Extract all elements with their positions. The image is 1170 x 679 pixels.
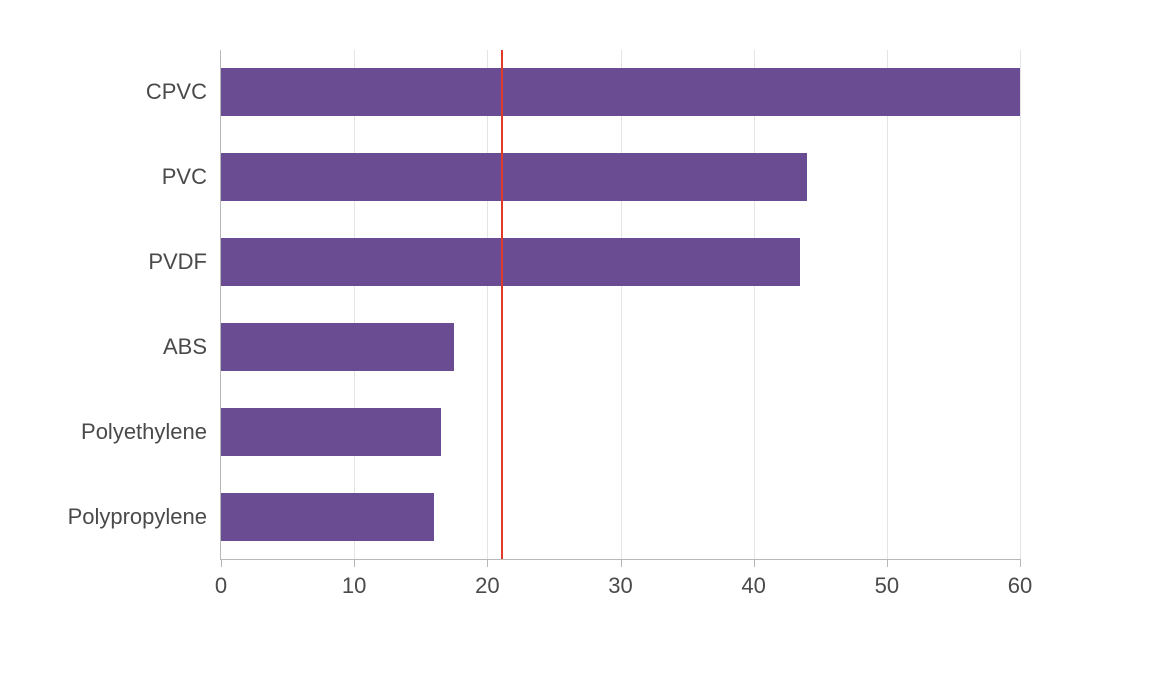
x-axis-label: 20 [475, 559, 499, 599]
gridline [754, 50, 755, 559]
y-axis-label: ABS [163, 334, 221, 360]
bar [221, 323, 454, 371]
x-axis-label: 30 [608, 559, 632, 599]
gridline [621, 50, 622, 559]
bar [221, 153, 807, 201]
x-axis-label: 50 [875, 559, 899, 599]
plot-area: 0102030405060CPVCPVCPVDFABSPolyethyleneP… [220, 50, 1020, 560]
bar [221, 68, 1020, 116]
y-axis-label: CPVC [146, 79, 221, 105]
bar [221, 408, 441, 456]
bar [221, 238, 800, 286]
gridline [1020, 50, 1021, 559]
y-axis-label: Polypropylene [68, 504, 221, 530]
bar [221, 493, 434, 541]
x-axis-label: 10 [342, 559, 366, 599]
gridline [354, 50, 355, 559]
bar-chart: 0 10 20 30 40 50 60 CPVC PVC PVDF ABS Polyethylene P… [60, 30, 1120, 650]
x-axis-label: 40 [741, 559, 765, 599]
y-axis-label: PVC [162, 164, 221, 190]
gridline [487, 50, 488, 559]
gridline [887, 50, 888, 559]
x-axis-label: 60 [1008, 559, 1032, 599]
x-axis-label: 0 [215, 559, 227, 599]
y-axis-label: Polyethylene [81, 419, 221, 445]
reference-line [501, 50, 503, 559]
y-axis-label: PVDF [148, 249, 221, 275]
